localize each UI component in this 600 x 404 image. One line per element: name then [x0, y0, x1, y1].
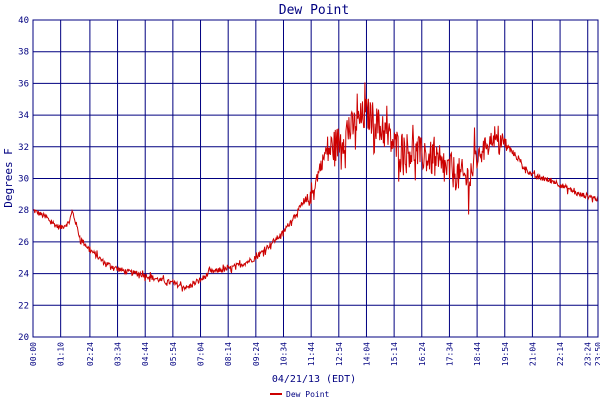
y-tick-label: 26 [18, 238, 29, 248]
x-tick-label: 07:04 [197, 342, 206, 366]
x-tick-label: 23:24 [584, 342, 593, 366]
x-tick-label: 14:04 [362, 342, 371, 366]
y-tick-label: 36 [18, 79, 29, 89]
y-tick-label: 22 [18, 301, 29, 311]
y-tick-label: 34 [18, 111, 29, 121]
x-tick-label: 01:10 [57, 342, 66, 366]
x-axis-label: 04/21/13 (EDT) [272, 374, 356, 385]
y-tick-label: 20 [18, 333, 29, 343]
x-tick-label: 21:04 [528, 342, 537, 366]
y-axis-ticks: 20 22 24 26 28 30 32 34 36 38 40 [18, 16, 29, 343]
x-tick-label: 10:34 [279, 342, 288, 366]
legend: Dew Point [270, 390, 330, 399]
x-tick-label: 19:54 [501, 342, 510, 366]
x-tick-label: 05:54 [169, 342, 178, 366]
x-tick-label: 03:34 [114, 342, 123, 366]
x-tick-label: 02:24 [86, 342, 95, 366]
x-tick-label: 09:24 [252, 342, 261, 366]
plot-frame [32, 19, 599, 338]
x-tick-label: 17:34 [445, 342, 454, 366]
y-tick-label: 30 [18, 175, 29, 185]
x-axis-ticks: 00:00 01:10 02:24 03:34 04:44 05:54 07:04 08:14… [29, 342, 600, 366]
y-tick-label: 24 [18, 270, 29, 280]
x-tick-label: 22:14 [556, 342, 565, 366]
x-tick-label: 00:00 [29, 342, 38, 366]
x-tick-label: 12:54 [335, 342, 344, 366]
x-tick-label: 18:44 [473, 342, 482, 366]
y-tick-label: 40 [18, 16, 29, 26]
x-tick-label: 04:44 [141, 342, 150, 366]
legend-label: Dew Point [286, 390, 330, 399]
x-tick-label: 23:50 [594, 342, 600, 366]
y-axis-label: Degrees F [2, 148, 15, 208]
y-tick-label: 38 [18, 48, 29, 58]
y-tick-label: 32 [18, 143, 29, 153]
x-tick-label: 16:24 [418, 342, 427, 366]
dew-point-series-line [32, 82, 599, 292]
x-tick-label: 15:14 [390, 342, 399, 366]
chart-title: Dew Point [279, 3, 349, 18]
y-tick-label: 28 [18, 206, 29, 216]
x-tick-label: 08:14 [224, 342, 233, 366]
x-tick-label: 11:44 [307, 342, 316, 366]
